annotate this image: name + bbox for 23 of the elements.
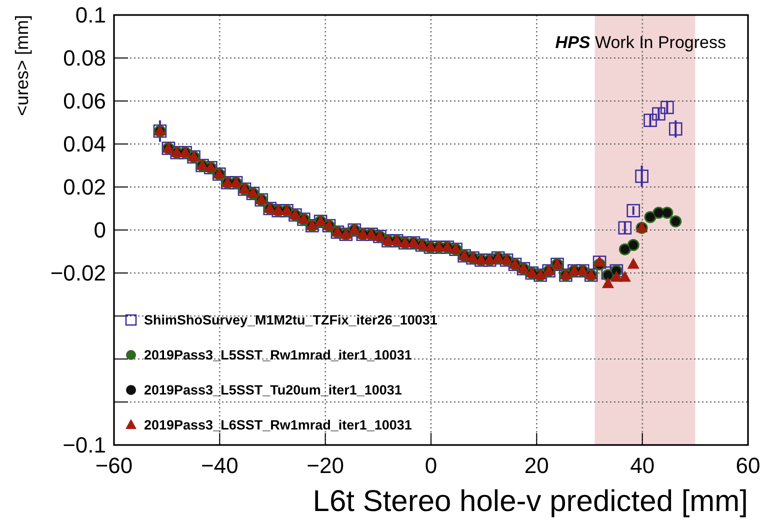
- legend-label: 2019Pass3_L5SST_Tu20um_iter1_10031: [144, 382, 402, 398]
- y-tick-label: 0.1: [75, 2, 106, 28]
- point: [618, 270, 631, 282]
- y-tick-label: 0.06: [63, 88, 106, 114]
- x-tick-label: 60: [736, 453, 760, 478]
- x-axis-title: L6t Stereo hole-v predicted [mm]: [312, 485, 748, 518]
- y-tick-label: −0.02: [50, 260, 106, 286]
- annotation: HPS Work In Progress: [555, 33, 726, 52]
- point: [627, 258, 640, 269]
- y-tick-label: 0.04: [63, 132, 106, 157]
- y-tick-label: 0.08: [63, 46, 106, 71]
- x-tick-label: 40: [630, 453, 655, 478]
- legend-label: 2019Pass3_L5SST_Rw1mrad_iter1_10031: [144, 348, 412, 363]
- y-axis-title: <ures> [mm]: [12, 15, 32, 116]
- x-tick-label: −20: [306, 453, 344, 478]
- x-tick-label: 0: [424, 453, 438, 478]
- legend-label: ShimShoSurvey_M1M2tu_TZFix_iter26_10031: [144, 312, 438, 328]
- x-tick-label: 20: [524, 453, 549, 478]
- y-tick-label: 0: [94, 218, 106, 243]
- y-tick-label: 0.02: [63, 174, 106, 200]
- legend-label: 2019Pass3_L6SST_Rw1mrad_iter1_10031: [144, 418, 412, 433]
- x-tick-label: −40: [201, 453, 238, 478]
- point: [602, 277, 614, 288]
